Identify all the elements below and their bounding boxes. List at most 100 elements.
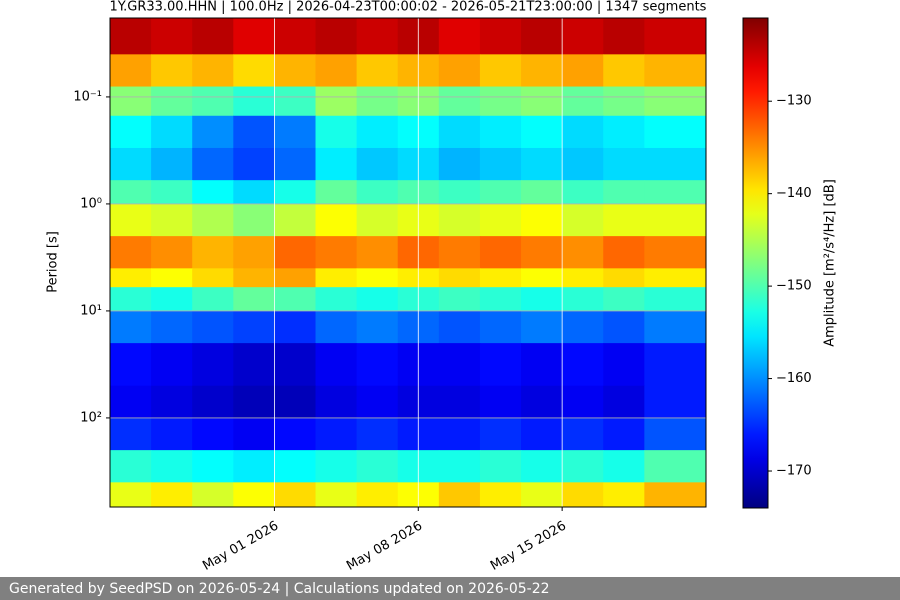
- heatmap-cell: [562, 236, 604, 269]
- heatmap-cell: [356, 18, 399, 55]
- heatmap-cell: [192, 180, 234, 205]
- heatmap-cell: [233, 268, 275, 288]
- y-tick-label: 10⁰: [80, 196, 102, 211]
- heatmap-cell: [151, 147, 193, 181]
- heatmap-cell: [233, 236, 275, 269]
- heatmap-cell: [233, 18, 275, 55]
- heatmap-cell: [110, 203, 152, 237]
- heatmap-cell: [110, 268, 152, 288]
- heatmap-cell: [356, 417, 399, 451]
- heatmap-cell: [192, 54, 234, 88]
- heatmap-cell: [438, 86, 481, 117]
- heatmap-cell: [151, 18, 193, 55]
- heatmap-cell: [315, 287, 358, 312]
- heatmap-cell: [644, 18, 707, 55]
- heatmap-cell: [644, 417, 707, 451]
- heatmap-cell: [521, 115, 563, 149]
- heatmap-cell: [233, 86, 275, 117]
- heatmap: [110, 18, 707, 508]
- heatmap-cell: [644, 450, 707, 483]
- x-tick-label: May 01 2026: [200, 519, 281, 574]
- heatmap-cell: [356, 482, 399, 508]
- plot-frame: [109, 17, 707, 508]
- heatmap-cell: [562, 18, 604, 55]
- heatmap-cell: [274, 343, 317, 387]
- x-tick-label: May 15 2026: [488, 519, 569, 574]
- heatmap-cell: [233, 343, 275, 387]
- heatmap-cell: [315, 417, 358, 451]
- heatmap-cell: [521, 54, 563, 88]
- colorbar: [742, 17, 769, 509]
- heatmap-cell: [192, 450, 234, 483]
- heatmap-cell: [110, 54, 152, 88]
- heatmap-cell: [644, 115, 707, 149]
- heatmap-cell: [603, 236, 645, 269]
- heatmap-cell: [151, 482, 193, 508]
- heatmap-cell: [479, 287, 522, 312]
- heatmap-cell: [151, 343, 193, 387]
- heatmap-cell: [151, 54, 193, 88]
- heatmap-cell: [521, 482, 563, 508]
- y-tick-label: 10⁻¹: [73, 89, 102, 104]
- heatmap-cell: [274, 450, 317, 483]
- heatmap-cell: [521, 147, 563, 181]
- heatmap-cell: [562, 482, 604, 508]
- heatmap-cell: [192, 287, 234, 312]
- heatmap-cell: [562, 147, 604, 181]
- heatmap-cell: [438, 268, 481, 288]
- heatmap-cell: [438, 236, 481, 269]
- heatmap-cell: [192, 203, 234, 237]
- heatmap-cell: [479, 385, 522, 419]
- heatmap-cell: [479, 203, 522, 237]
- heatmap-cell: [356, 385, 399, 419]
- heatmap-cell: [644, 287, 707, 312]
- heatmap-cell: [233, 203, 275, 237]
- heatmap-cell: [521, 86, 563, 117]
- heatmap-cell: [356, 147, 399, 181]
- heatmap-cell: [110, 86, 152, 117]
- heatmap-cell: [356, 86, 399, 117]
- heatmap-cell: [521, 268, 563, 288]
- heatmap-cell: [315, 54, 358, 88]
- heatmap-cell: [110, 236, 152, 269]
- heatmap-cell: [151, 450, 193, 483]
- heatmap-cell: [479, 417, 522, 451]
- heatmap-cell: [151, 180, 193, 205]
- heatmap-cell: [192, 417, 234, 451]
- heatmap-cell: [438, 203, 481, 237]
- heatmap-cell: [562, 287, 604, 312]
- heatmap-cell: [356, 268, 399, 288]
- heatmap-cell: [562, 417, 604, 451]
- y-tick-label: 10¹: [80, 303, 102, 318]
- heatmap-cell: [233, 450, 275, 483]
- heatmap-cell: [110, 18, 152, 55]
- heatmap-cell: [603, 343, 645, 387]
- heatmap-cell: [603, 86, 645, 117]
- heatmap-cell: [192, 86, 234, 117]
- heatmap-cell: [603, 268, 645, 288]
- heatmap-cell: [151, 268, 193, 288]
- heatmap-cell: [233, 385, 275, 419]
- footer-text: Generated by SeedPSD on 2026-05-24 | Cal…: [9, 581, 550, 597]
- x-tick-label: May 08 2026: [344, 519, 425, 574]
- heatmap-cell: [192, 310, 234, 344]
- heatmap-cell: [151, 86, 193, 117]
- heatmap-cell: [315, 450, 358, 483]
- heatmap-cell: [356, 115, 399, 149]
- heatmap-cell: [315, 147, 358, 181]
- heatmap-cell: [438, 385, 481, 419]
- heatmap-cell: [110, 450, 152, 483]
- heatmap-cell: [356, 310, 399, 344]
- heatmap-cell: [479, 115, 522, 149]
- heatmap-cell: [521, 310, 563, 344]
- heatmap-cell: [192, 147, 234, 181]
- heatmap-cell: [151, 310, 193, 344]
- heatmap-cell: [603, 450, 645, 483]
- heatmap-cell: [274, 147, 317, 181]
- heatmap-cell: [110, 385, 152, 419]
- heatmap-cell: [151, 287, 193, 312]
- heatmap-cell: [356, 54, 399, 88]
- heatmap-cell: [315, 180, 358, 205]
- heatmap-cell: [192, 482, 234, 508]
- heatmap-cell: [192, 385, 234, 419]
